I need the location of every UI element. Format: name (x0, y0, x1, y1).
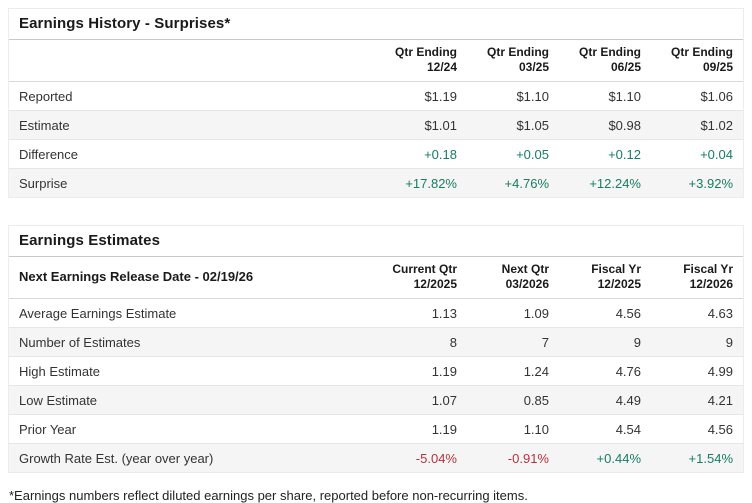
cell-value: 4.54 (559, 414, 651, 444)
cell-value: +0.05 (467, 139, 559, 169)
row-label: Difference (9, 139, 375, 169)
column-header-q1: Qtr Ending 12/24 (375, 40, 467, 82)
cell-value: 4.56 (651, 414, 743, 444)
row-label: Surprise (19, 175, 68, 191)
earnings-history-header-row: Qtr Ending 12/24 Qtr Ending 03/25 Qtr En… (9, 40, 743, 82)
cell-value: +17.82% (405, 175, 457, 191)
row-label: Average Earnings Estimate (9, 298, 375, 328)
table-row-growth-rate-est: Growth Rate Est. (year over year) -5.04%… (9, 443, 743, 472)
cell-value: +3.92% (688, 175, 733, 191)
cell-value: 4.63 (651, 298, 743, 328)
row-label: Estimate (9, 110, 375, 140)
row-label: Reported (9, 81, 375, 111)
cell-value: +0.12 (559, 139, 651, 169)
cell-value: 1.07 (375, 385, 467, 415)
cell-value: +0.18 (375, 139, 467, 169)
cell-value: 4.99 (651, 356, 743, 386)
table-row-surprise: Surprise +17.82% +4.76% +12.24% +3.92% (9, 168, 743, 197)
row-label: Low Estimate (9, 385, 375, 415)
earnings-estimates-table: Next Earnings Release Date - 02/19/26 Cu… (9, 257, 743, 472)
cell-value: 9 (559, 327, 651, 357)
cell-value: $1.05 (467, 110, 559, 140)
cell-value: 1.19 (375, 414, 467, 444)
cell-value: 8 (375, 327, 467, 357)
column-header-q4: Qtr Ending 09/25 (651, 40, 743, 82)
column-header-q2: Qtr Ending 03/25 (467, 40, 559, 82)
cell-value: $1.02 (651, 110, 743, 140)
column-header-fiscal-yr-2: Fiscal Yr 12/2026 (651, 257, 743, 299)
next-earnings-release-date: Next Earnings Release Date - 02/19/26 (9, 257, 375, 299)
cell-value: $1.06 (651, 81, 743, 111)
cell-value: 1.24 (467, 356, 559, 386)
cell-value: $1.10 (559, 81, 651, 111)
earnings-estimates-card: Earnings Estimates Next Earnings Release… (8, 225, 744, 473)
column-header-q3: Qtr Ending 06/25 (559, 40, 651, 82)
earnings-estimates-title: Earnings Estimates (9, 226, 743, 257)
cell-value: $1.10 (467, 81, 559, 111)
column-header-fiscal-yr-1: Fiscal Yr 12/2025 (559, 257, 651, 299)
table-row-average-earnings-estimate: Average Earnings Estimate 1.13 1.09 4.56… (9, 298, 743, 328)
table-row-high-estimate: High Estimate 1.19 1.24 4.76 4.99 (9, 356, 743, 386)
table-row-reported: Reported $1.19 $1.10 $1.10 $1.06 (9, 81, 743, 111)
column-header-current-qtr: Current Qtr 12/2025 (375, 257, 467, 299)
cell-value: 0.85 (467, 385, 559, 415)
cell-value: 7 (467, 327, 559, 357)
cell-value: 9 (651, 327, 743, 357)
cell-value: 4.76 (559, 356, 651, 386)
cell-value: -5.04% (415, 450, 457, 466)
cell-value: +0.04 (651, 139, 743, 169)
cell-value: +1.54% (688, 450, 733, 466)
cell-value: 1.13 (375, 298, 467, 328)
cell-value: 1.19 (375, 356, 467, 386)
earnings-history-title: Earnings History - Surprises* (9, 9, 743, 40)
cell-value: -0.91% (507, 450, 549, 466)
earnings-history-card: Earnings History - Surprises* Qtr Ending… (8, 8, 744, 198)
cell-value: 4.21 (651, 385, 743, 415)
cell-value: +12.24% (589, 175, 641, 191)
earnings-history-table: Qtr Ending 12/24 Qtr Ending 03/25 Qtr En… (9, 40, 743, 197)
table-row-prior-year: Prior Year 1.19 1.10 4.54 4.56 (9, 414, 743, 444)
row-label: High Estimate (9, 356, 375, 386)
cell-value: 1.09 (467, 298, 559, 328)
table-row-low-estimate: Low Estimate 1.07 0.85 4.49 4.21 (9, 385, 743, 415)
table-row-difference: Difference +0.18 +0.05 +0.12 +0.04 (9, 139, 743, 169)
row-label: Prior Year (9, 414, 375, 444)
page: { "colors": { "positive": "#177d63", "ne… (8, 8, 744, 503)
cell-value: +4.76% (504, 175, 549, 191)
cell-value: 1.10 (467, 414, 559, 444)
row-label: Number of Estimates (9, 327, 375, 357)
cell-value: 4.49 (559, 385, 651, 415)
earnings-estimates-header-row: Next Earnings Release Date - 02/19/26 Cu… (9, 257, 743, 299)
table-row-number-of-estimates: Number of Estimates 8 7 9 9 (9, 327, 743, 357)
cell-value: $1.19 (375, 81, 467, 111)
cell-value: $1.01 (375, 110, 467, 140)
header-spacer (9, 40, 375, 82)
cell-value: $0.98 (559, 110, 651, 140)
column-header-next-qtr: Next Qtr 03/2026 (467, 257, 559, 299)
row-label: Growth Rate Est. (year over year) (19, 450, 214, 466)
footnote: *Earnings numbers reflect diluted earnin… (9, 488, 528, 503)
cell-value: +0.44% (596, 450, 641, 466)
cell-value: 4.56 (559, 298, 651, 328)
table-row-estimate: Estimate $1.01 $1.05 $0.98 $1.02 (9, 110, 743, 140)
